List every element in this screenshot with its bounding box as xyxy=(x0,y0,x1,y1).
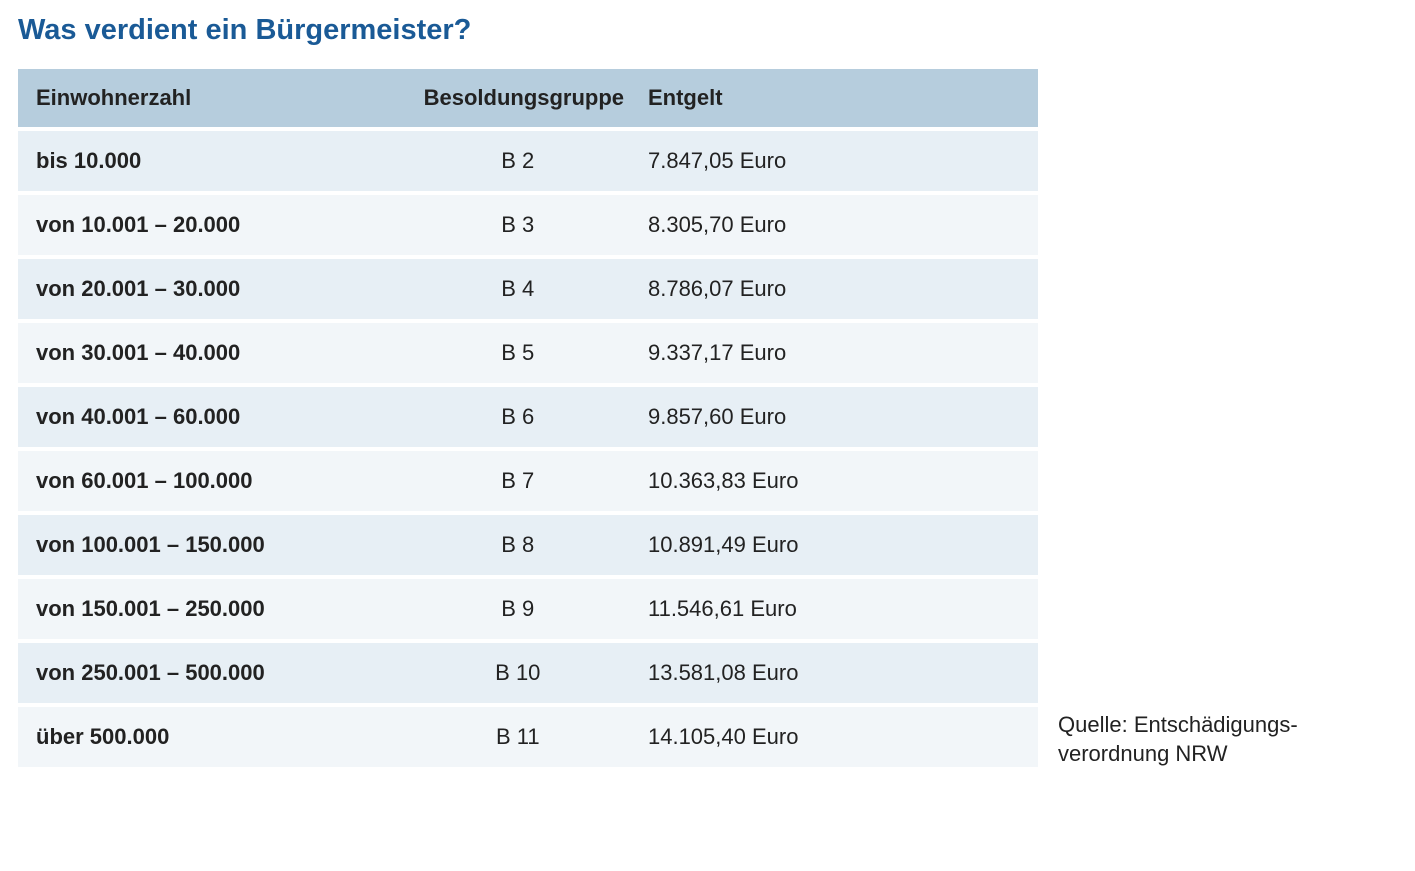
cell-pay: 10.891,49 Euro xyxy=(630,513,1038,577)
table-row: von 10.001 – 20.000 B 3 8.305,70 Euro xyxy=(18,193,1038,257)
cell-pay: 7.847,05 Euro xyxy=(630,129,1038,193)
table-row: von 20.001 – 30.000 B 4 8.786,07 Euro xyxy=(18,257,1038,321)
cell-population: von 60.001 – 100.000 xyxy=(18,449,406,513)
cell-pay: 14.105,40 Euro xyxy=(630,705,1038,769)
cell-population: von 20.001 – 30.000 xyxy=(18,257,406,321)
cell-population: bis 10.000 xyxy=(18,129,406,193)
source-line-1: Quelle: Entschädigungs- xyxy=(1058,712,1298,737)
cell-pay: 8.786,07 Euro xyxy=(630,257,1038,321)
cell-population: von 250.001 – 500.000 xyxy=(18,641,406,705)
cell-grade: B 6 xyxy=(406,385,630,449)
cell-population: von 30.001 – 40.000 xyxy=(18,321,406,385)
cell-pay: 9.857,60 Euro xyxy=(630,385,1038,449)
table-row: von 40.001 – 60.000 B 6 9.857,60 Euro xyxy=(18,385,1038,449)
cell-pay: 8.305,70 Euro xyxy=(630,193,1038,257)
cell-population: von 40.001 – 60.000 xyxy=(18,385,406,449)
cell-grade: B 4 xyxy=(406,257,630,321)
col-header-population: Einwohnerzahl xyxy=(18,69,406,129)
cell-pay: 10.363,83 Euro xyxy=(630,449,1038,513)
table-row: über 500.000 B 11 14.105,40 Euro xyxy=(18,705,1038,769)
table-row: von 250.001 – 500.000 B 10 13.581,08 Eur… xyxy=(18,641,1038,705)
source-note: Quelle: Entschädigungs- verordnung NRW xyxy=(1058,710,1378,771)
cell-grade: B 3 xyxy=(406,193,630,257)
cell-grade: B 7 xyxy=(406,449,630,513)
cell-grade: B 2 xyxy=(406,129,630,193)
table-row: von 60.001 – 100.000 B 7 10.363,83 Euro xyxy=(18,449,1038,513)
col-header-grade: Besoldungsgruppe xyxy=(406,69,630,129)
page-title: Was verdient ein Bürgermeister? xyxy=(18,14,1038,47)
page-container: Was verdient ein Bürgermeister? Einwohne… xyxy=(18,14,1397,771)
cell-population: von 10.001 – 20.000 xyxy=(18,193,406,257)
table-row: bis 10.000 B 2 7.847,05 Euro xyxy=(18,129,1038,193)
cell-grade: B 10 xyxy=(406,641,630,705)
table-row: von 150.001 – 250.000 B 9 11.546,61 Euro xyxy=(18,577,1038,641)
cell-grade: B 8 xyxy=(406,513,630,577)
cell-population: von 100.001 – 150.000 xyxy=(18,513,406,577)
cell-population: über 500.000 xyxy=(18,705,406,769)
source-line-2: verordnung NRW xyxy=(1058,741,1228,766)
cell-pay: 11.546,61 Euro xyxy=(630,577,1038,641)
salary-table: Einwohnerzahl Besoldungsgruppe Entgelt b… xyxy=(18,69,1038,771)
left-column: Was verdient ein Bürgermeister? Einwohne… xyxy=(18,14,1038,771)
cell-pay: 9.337,17 Euro xyxy=(630,321,1038,385)
cell-grade: B 9 xyxy=(406,577,630,641)
table-row: von 100.001 – 150.000 B 8 10.891,49 Euro xyxy=(18,513,1038,577)
col-header-pay: Entgelt xyxy=(630,69,1038,129)
cell-grade: B 11 xyxy=(406,705,630,769)
cell-grade: B 5 xyxy=(406,321,630,385)
cell-population: von 150.001 – 250.000 xyxy=(18,577,406,641)
table-header-row: Einwohnerzahl Besoldungsgruppe Entgelt xyxy=(18,69,1038,129)
cell-pay: 13.581,08 Euro xyxy=(630,641,1038,705)
table-row: von 30.001 – 40.000 B 5 9.337,17 Euro xyxy=(18,321,1038,385)
